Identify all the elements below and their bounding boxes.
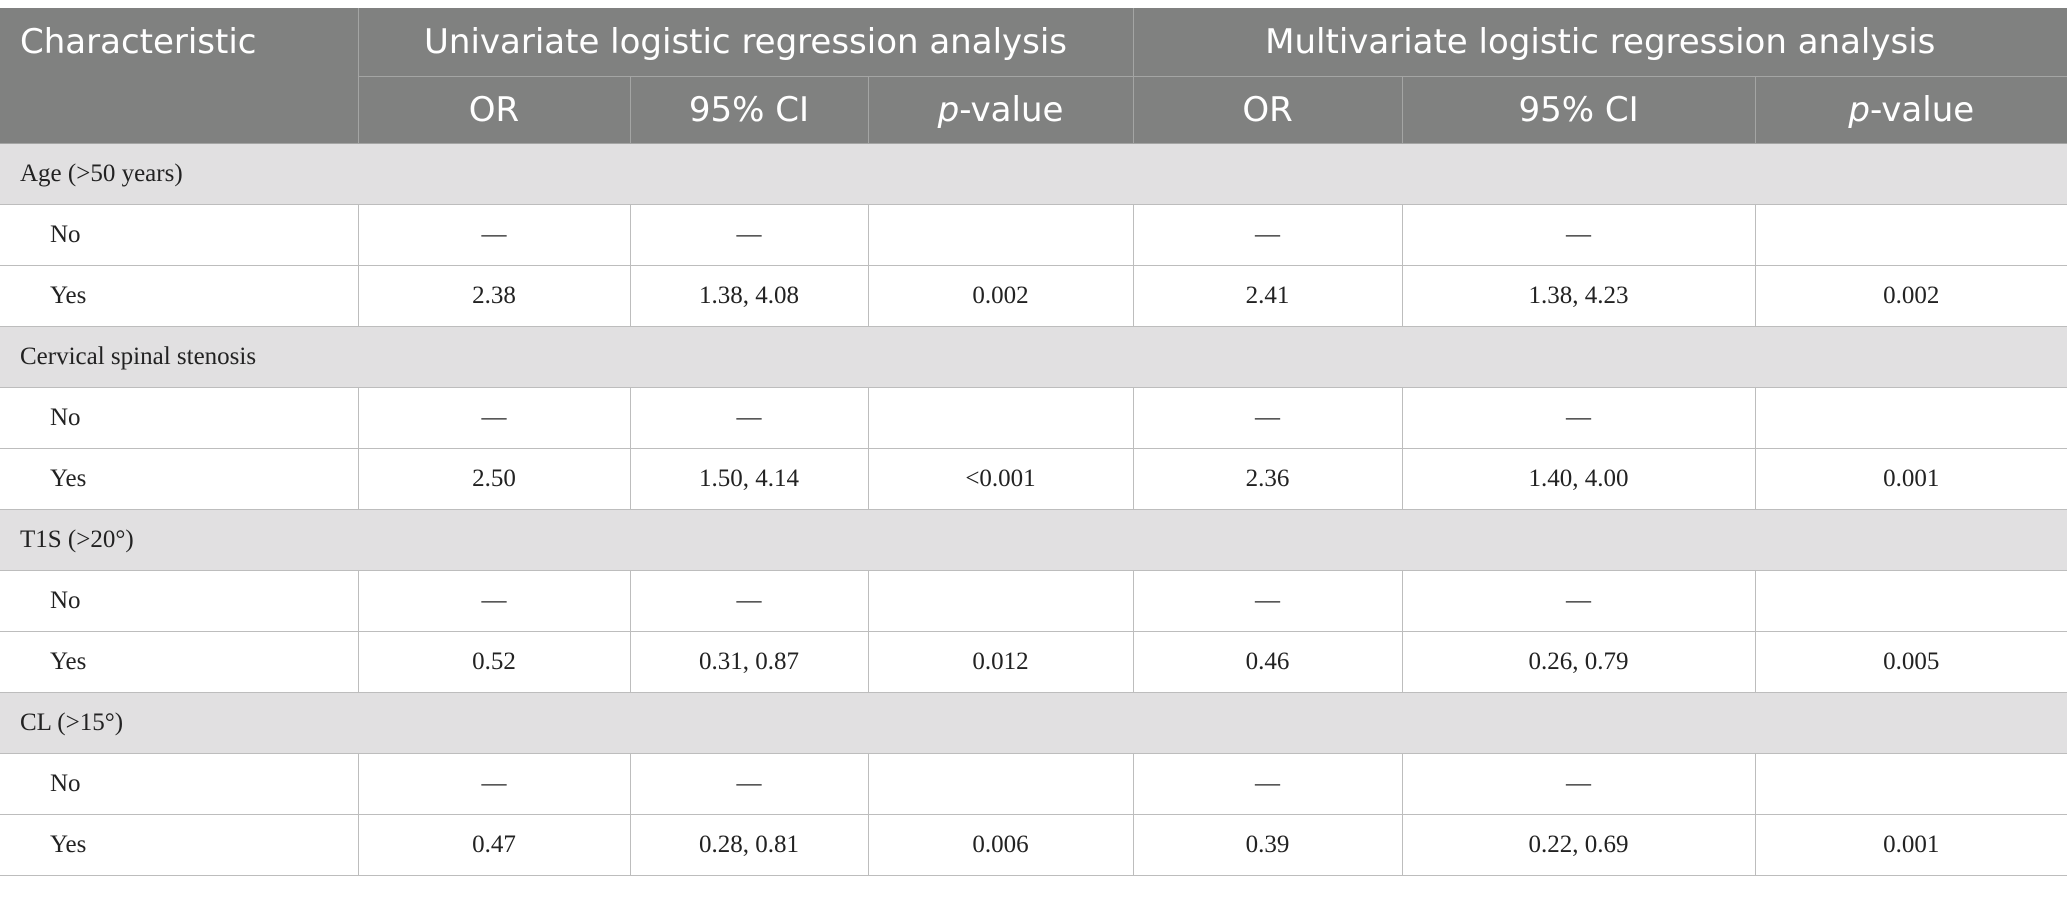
- group-row-cervical-spinal-stenosis: Cervical spinal stenosis: [0, 326, 2067, 388]
- univariate-ci: 1.38, 4.08: [629, 265, 868, 327]
- multivariate-p: [1754, 753, 2067, 815]
- row-label: Yes: [0, 265, 358, 327]
- univariate-p: [867, 387, 1134, 449]
- table-body: Age (>50 years) No — — — — Yes 2.38 1.38…: [0, 143, 2067, 876]
- univariate-or: —: [357, 387, 630, 449]
- multivariate-or: 2.41: [1132, 265, 1403, 327]
- row-label: Yes: [0, 631, 358, 693]
- univariate-p: [867, 204, 1134, 266]
- univariate-ci: 1.50, 4.14: [629, 448, 868, 510]
- header-univariate-p-value: p-value: [867, 76, 1134, 144]
- univariate-or: —: [357, 753, 630, 815]
- univariate-ci: 0.31, 0.87: [629, 631, 868, 693]
- header-row-groups: Characteristic Univariate logistic regre…: [0, 8, 2067, 144]
- multivariate-ci: —: [1401, 387, 1756, 449]
- multivariate-p: 0.005: [1754, 631, 2067, 693]
- univariate-or: 0.47: [357, 814, 630, 876]
- header-multivariate-ci: 95% CI: [1401, 76, 1756, 144]
- multivariate-p: [1754, 387, 2067, 449]
- univariate-or: 2.38: [357, 265, 630, 327]
- multivariate-or: 2.36: [1132, 448, 1403, 510]
- table-row: Yes 0.47 0.28, 0.81 0.006 0.39 0.22, 0.6…: [0, 814, 2067, 876]
- multivariate-ci: —: [1401, 570, 1756, 632]
- row-label: Yes: [0, 448, 358, 510]
- regression-table: Characteristic Univariate logistic regre…: [0, 8, 2067, 876]
- univariate-p: 0.006: [867, 814, 1134, 876]
- multivariate-or: —: [1132, 753, 1403, 815]
- multivariate-or: —: [1132, 204, 1403, 266]
- univariate-p: 0.012: [867, 631, 1134, 693]
- univariate-ci: —: [629, 204, 868, 266]
- multivariate-p: 0.001: [1754, 814, 2067, 876]
- multivariate-ci: 0.22, 0.69: [1401, 814, 1756, 876]
- group-row-t1s: T1S (>20°): [0, 509, 2067, 571]
- table-header: Characteristic Univariate logistic regre…: [0, 8, 2067, 144]
- univariate-p: [867, 753, 1134, 815]
- group-row-cl: CL (>15°): [0, 692, 2067, 754]
- table-row: Yes 0.52 0.31, 0.87 0.012 0.46 0.26, 0.7…: [0, 631, 2067, 693]
- row-label: No: [0, 204, 358, 266]
- univariate-p: <0.001: [867, 448, 1134, 510]
- header-multivariate-p-value: p-value: [1754, 76, 2067, 144]
- univariate-ci: 0.28, 0.81: [629, 814, 868, 876]
- p-suffix: -value: [1869, 89, 1975, 130]
- group-title: T1S (>20°): [0, 509, 2067, 571]
- multivariate-or: 0.46: [1132, 631, 1403, 693]
- multivariate-ci: 1.40, 4.00: [1401, 448, 1756, 510]
- header-row-columns: OR 95% CI p-value OR 95% CI p-value: [0, 76, 2067, 144]
- multivariate-or: —: [1132, 570, 1403, 632]
- row-label: No: [0, 387, 358, 449]
- header-univariate-ci: 95% CI: [629, 76, 868, 144]
- table-row: No — — — —: [0, 204, 2067, 266]
- univariate-or: 2.50: [357, 448, 630, 510]
- multivariate-p: 0.001: [1754, 448, 2067, 510]
- p-suffix: -value: [959, 89, 1064, 130]
- row-label: No: [0, 753, 358, 815]
- group-title: Age (>50 years): [0, 143, 2067, 205]
- multivariate-p: [1754, 570, 2067, 632]
- univariate-p: 0.002: [867, 265, 1134, 327]
- table-row: No — — — —: [0, 570, 2067, 632]
- univariate-or: —: [357, 204, 630, 266]
- row-label: No: [0, 570, 358, 632]
- univariate-p: [867, 570, 1134, 632]
- univariate-ci: —: [629, 570, 868, 632]
- header-univariate-or: OR: [357, 76, 630, 144]
- multivariate-p: 0.002: [1754, 265, 2067, 327]
- univariate-or: —: [357, 570, 630, 632]
- multivariate-ci: 0.26, 0.79: [1401, 631, 1756, 693]
- header-multivariate-or: OR: [1132, 76, 1403, 144]
- multivariate-ci: —: [1401, 204, 1756, 266]
- p-italic: p: [937, 89, 960, 130]
- row-label: Yes: [0, 814, 358, 876]
- univariate-ci: —: [629, 753, 868, 815]
- header-univariate: Univariate logistic regression analysis: [357, 8, 1134, 77]
- table-row: No — — — —: [0, 753, 2067, 815]
- table-row: Yes 2.38 1.38, 4.08 0.002 2.41 1.38, 4.2…: [0, 265, 2067, 327]
- header-characteristic: Characteristic: [0, 8, 358, 144]
- multivariate-or: —: [1132, 387, 1403, 449]
- group-row-age: Age (>50 years): [0, 143, 2067, 205]
- univariate-or: 0.52: [357, 631, 630, 693]
- univariate-ci: —: [629, 387, 868, 449]
- group-title: Cervical spinal stenosis: [0, 326, 2067, 388]
- multivariate-or: 0.39: [1132, 814, 1403, 876]
- table-row: Yes 2.50 1.50, 4.14 <0.001 2.36 1.40, 4.…: [0, 448, 2067, 510]
- multivariate-p: [1754, 204, 2067, 266]
- header-multivariate: Multivariate logistic regression analysi…: [1132, 8, 2067, 77]
- multivariate-ci: 1.38, 4.23: [1401, 265, 1756, 327]
- group-title: CL (>15°): [0, 692, 2067, 754]
- p-italic: p: [1848, 89, 1870, 130]
- table-row: No — — — —: [0, 387, 2067, 449]
- multivariate-ci: —: [1401, 753, 1756, 815]
